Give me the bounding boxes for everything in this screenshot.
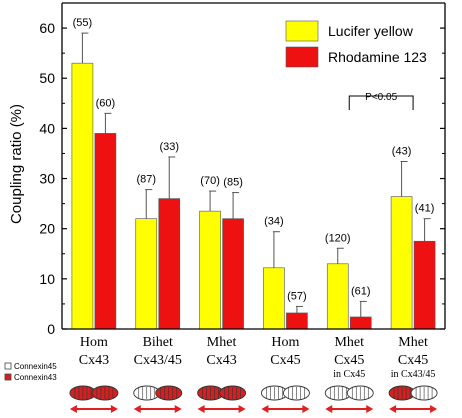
category-label-line3: in Cx43/45 (391, 369, 436, 380)
connexin-swatch (4, 362, 12, 370)
bar-lucifer-yellow (326, 263, 349, 330)
significance-label: P<0.05 (365, 92, 397, 103)
arrow-right-head (366, 405, 374, 413)
sample-size-label: (41) (415, 203, 435, 215)
significance-bracket (348, 95, 414, 110)
arrow-right-head (302, 405, 310, 413)
cell-icon (197, 385, 225, 401)
bar-rhodamine-123 (94, 133, 117, 330)
connexin-swatch (4, 373, 12, 381)
sample-size-label: (85) (223, 177, 243, 189)
sample-size-label: (43) (392, 145, 412, 157)
category-label-line1: Mhet (334, 335, 364, 350)
category-label-line1: Bihet (143, 335, 173, 350)
bar-lucifer-yellow (263, 267, 285, 330)
cell-pair-icon (133, 385, 183, 413)
y-tick-label: 30 (39, 171, 55, 187)
sample-size-label: (33) (159, 141, 179, 153)
cell-icon (219, 385, 247, 401)
arrow-left-head (325, 405, 333, 413)
cell-pair-icon (324, 385, 374, 413)
y-tick-label: 20 (39, 221, 55, 237)
cell-pair-icon (388, 385, 438, 413)
cell-icon (91, 385, 119, 401)
arrow-left-head (69, 405, 77, 413)
y-tick-label: 10 (39, 271, 55, 287)
category-label-line2: Cx43 (79, 353, 109, 368)
bar-rhodamine-123 (349, 316, 372, 330)
y-axis-label: Coupling ratio (%) (8, 104, 25, 224)
arrow-right-head (430, 405, 438, 413)
category-label-line1: Hom (80, 335, 108, 350)
bar-rhodamine-123 (286, 312, 308, 330)
sample-size-label: (55) (73, 17, 93, 29)
legend-label: Lucifer yellow (328, 23, 414, 39)
category-label-line2: Cx43/45 (134, 353, 182, 368)
category-label-line2: Cx43 (206, 353, 236, 368)
cell-icon (69, 385, 97, 401)
y-tick-label: 50 (39, 70, 55, 86)
cell-icon (410, 385, 438, 401)
connexin-legend-label: Connexin43 (14, 373, 57, 382)
category-label-line2: Cx45 (398, 353, 428, 368)
sample-size-label: (120) (325, 232, 351, 244)
cell-icon (282, 385, 310, 401)
sample-size-label: (61) (351, 285, 371, 297)
arrow-left-head (389, 405, 397, 413)
arrow-left-head (197, 405, 205, 413)
bar-rhodamine-123 (413, 240, 436, 330)
legend-swatch-rhodamine-123 (285, 46, 319, 68)
arrow-right-head (110, 405, 118, 413)
bar-lucifer-yellow (199, 210, 221, 330)
category-label-line2: Cx45 (270, 353, 300, 368)
connexin-legend-label: Connexin45 (14, 362, 57, 371)
sample-size-label: (87) (136, 174, 156, 186)
bar-rhodamine-123 (222, 218, 244, 330)
arrow-right-head (174, 405, 182, 413)
y-tick-label: 40 (39, 120, 55, 136)
bar-lucifer-yellow (135, 218, 158, 330)
arrow-left-head (133, 405, 141, 413)
category-label-line3: in Cx45 (333, 369, 365, 380)
legend-label: Rhodamine 123 (328, 49, 427, 65)
sample-size-label: (57) (287, 290, 307, 302)
cell-icon (324, 385, 352, 401)
category-label-line1: Hom (271, 335, 299, 350)
cell-pair-icon (260, 385, 310, 413)
category-label-line1: Mhet (398, 335, 428, 350)
arrow-left-head (261, 405, 269, 413)
bar-rhodamine-123 (158, 198, 181, 330)
bar-lucifer-yellow (390, 196, 413, 330)
cell-icon (133, 385, 161, 401)
legend-swatch-lucifer-yellow (285, 20, 319, 42)
cell-pair-icon (69, 385, 119, 413)
arrow-right-head (238, 405, 246, 413)
bar-lucifer-yellow (71, 62, 94, 330)
y-tick-label: 0 (47, 321, 55, 337)
sample-size-label: (60) (96, 97, 116, 109)
cell-icon (155, 385, 183, 401)
cell-icon (346, 385, 374, 401)
cell-pair-icon (197, 385, 247, 413)
y-tick-label: 60 (39, 20, 55, 36)
sample-size-label: (70) (200, 175, 220, 187)
category-label-line1: Mhet (207, 335, 237, 350)
category-label-line2: Cx45 (334, 353, 364, 368)
sample-size-label: (34) (264, 216, 284, 228)
